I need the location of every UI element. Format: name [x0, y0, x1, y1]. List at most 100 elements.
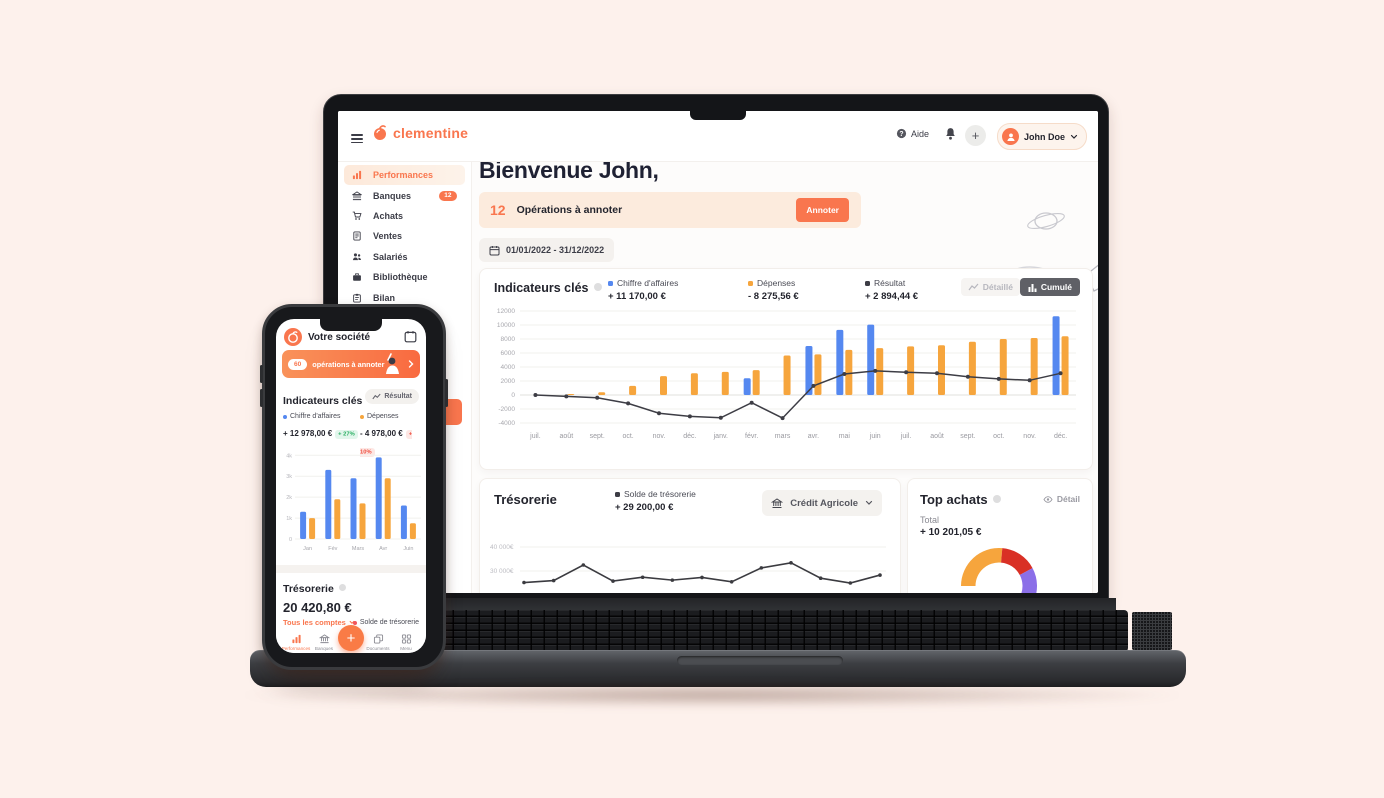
volume-down-button [260, 389, 263, 407]
calendar-icon[interactable] [404, 330, 417, 343]
svg-text:Juin: Juin [403, 546, 413, 552]
svg-text:4k: 4k [286, 453, 292, 459]
operations-count: 12 [490, 202, 506, 218]
info-icon[interactable] [593, 283, 602, 291]
sidebar-item-label: Salariés [373, 251, 408, 262]
nav-performances[interactable]: Performances [282, 631, 310, 653]
operations-count-pill: 60 [288, 358, 308, 370]
svg-text:2k: 2k [286, 495, 292, 501]
laptop-device: clementine ? Aide + [323, 94, 1109, 602]
svg-text:sept.: sept. [590, 433, 605, 440]
brand-logo[interactable]: clementine [372, 124, 468, 141]
cumulative-view-button[interactable]: Cumulé [1019, 278, 1080, 296]
legend-depenses: Dépenses - 8 275,56 € [748, 278, 799, 302]
volume-up-button [260, 365, 263, 383]
indicators-chart: 12000 10000 8000 6000 4000 2000 0 -2000 -4000 jui… [488, 303, 1084, 447]
indicators-card: Indicateurs clés Chiffre d'affaires + 11… [479, 268, 1093, 470]
bar-chart-icon [352, 171, 362, 180]
calendar-icon [489, 245, 500, 255]
svg-text:août: août [930, 433, 944, 440]
bar-chart-icon [291, 634, 301, 644]
phone-device: Votre société 60 opérations à annoter In… [260, 304, 448, 670]
sidebar-item-salaries[interactable]: Salariés [344, 247, 465, 267]
info-icon[interactable] [992, 495, 1001, 503]
line-chart-icon [968, 283, 979, 291]
speaker-grille-right [1132, 612, 1172, 650]
treasury-amount: 20 420,80 € [283, 600, 352, 615]
sidebar-item-bibliotheque[interactable]: Bibliothèque [344, 267, 465, 287]
question-icon: ? [896, 128, 907, 139]
sidebar-item-bilan[interactable]: Bilan [344, 287, 465, 307]
info-icon[interactable] [338, 584, 346, 591]
svg-text:déc.: déc. [683, 433, 696, 440]
sidebar-item-label: Bilan [373, 292, 396, 303]
legend-marker [865, 280, 870, 286]
add-button[interactable]: + [965, 125, 986, 146]
operations-label: opérations à annoter [312, 359, 385, 369]
phone-notch [320, 319, 382, 331]
svg-text:6000: 6000 [501, 350, 516, 357]
cart-icon [352, 211, 362, 220]
phone-indicators-title: Indicateurs clés [283, 395, 363, 407]
bank-icon [318, 634, 330, 644]
operations-banner[interactable]: 60 opérations à annoter [282, 350, 420, 378]
svg-text:40 000€: 40 000€ [490, 544, 514, 551]
sidebar-item-achats[interactable]: Achats [344, 206, 465, 226]
svg-text:8000: 8000 [501, 336, 516, 343]
operations-banner: 12 Opérations à annoter Annoter [479, 192, 861, 228]
nav-menu[interactable]: Menu [392, 631, 420, 653]
treasury-card: Trésorerie Solde de trésorerie + 29 200,… [479, 478, 901, 593]
svg-text:juil.: juil. [900, 433, 912, 440]
laptop-shadow [232, 682, 1192, 708]
date-range-picker[interactable]: 01/01/2022 - 31/12/2022 [479, 238, 615, 262]
hamburger-menu-icon[interactable] [351, 132, 363, 146]
nav-documents[interactable]: Documents [364, 631, 392, 653]
phone-solde-legend: Solde de trésorerie [352, 619, 419, 626]
section-divider [276, 565, 426, 573]
svg-text:2000: 2000 [501, 378, 516, 385]
legend-resultat: Résultat + 2 894,44 € [865, 278, 919, 302]
sidebar-item-label: Banques [373, 190, 412, 201]
svg-text:1k: 1k [286, 516, 292, 522]
phone-ca-value: + 12 978,00 € + 27% [283, 423, 358, 441]
user-menu[interactable]: John Doe [997, 123, 1088, 150]
indicators-title-row: Indicateurs clés [494, 279, 602, 297]
svg-text:?: ? [899, 131, 903, 138]
svg-text:0: 0 [511, 392, 515, 399]
svg-text:oct.: oct. [993, 433, 1004, 440]
bank-account-select[interactable]: Crédit Agricole [762, 490, 882, 516]
phone-legend-ca: Chiffre d'affaires [283, 413, 341, 420]
help-link[interactable]: ? Aide [896, 128, 929, 139]
svg-text:déc.: déc. [1054, 433, 1067, 440]
notifications-bell-icon[interactable] [944, 127, 957, 141]
svg-text:août: août [560, 433, 574, 440]
sidebar-item-ventes[interactable]: Ventes [344, 226, 465, 246]
laptop-keyboard [402, 610, 1128, 652]
legend-marker [608, 280, 613, 286]
sidebar-item-performances[interactable]: Performances [344, 165, 465, 186]
detail-view-button[interactable]: Détaillé [960, 278, 1020, 296]
document-icon [353, 231, 361, 241]
sidebar-item-banques[interactable]: Banques 12 [344, 185, 465, 205]
svg-text:juin: juin [869, 433, 881, 440]
banques-badge: 12 [438, 190, 457, 201]
detail-link[interactable]: Détail [1043, 494, 1080, 504]
add-fab-button[interactable]: + [338, 625, 364, 651]
grid-icon [401, 634, 411, 644]
sidebar-item-label: Ventes [373, 231, 403, 242]
svg-text:nov.: nov. [653, 433, 666, 440]
svg-text:janv.: janv. [713, 433, 728, 440]
delta-badge: + 27% [335, 429, 358, 439]
annotate-button[interactable]: Annoter [796, 198, 849, 222]
operations-label: Opérations à annoter [516, 204, 623, 216]
bank-icon [352, 190, 362, 200]
phone-brand-logo [284, 328, 302, 346]
copy-icon [373, 634, 383, 644]
svg-text:4000: 4000 [501, 364, 516, 371]
bar-chart-icon [1028, 283, 1037, 292]
nav-banques[interactable]: Banques [310, 631, 338, 653]
sidebar-item-label: Bibliothèque [373, 272, 428, 283]
result-toggle-button[interactable]: Résultat [365, 389, 419, 404]
svg-text:10000: 10000 [497, 322, 515, 329]
